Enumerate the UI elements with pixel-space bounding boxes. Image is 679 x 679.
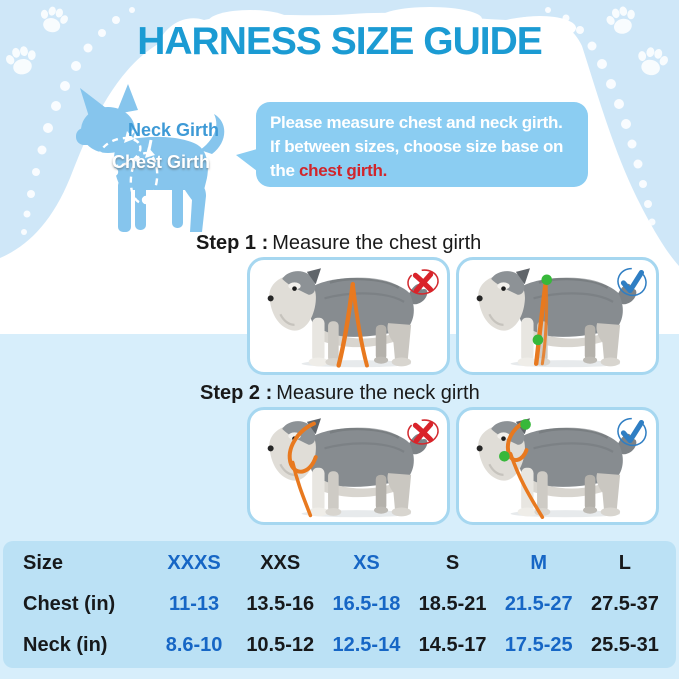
dog-photo-correct-chest-measurement (475, 266, 638, 369)
neck-value-m: 17.5-25 (504, 634, 573, 656)
step1-incorrect-example-card (247, 257, 450, 375)
size-table-header-xs: XS (353, 552, 380, 574)
chest-row-label: Chest (in) (23, 593, 116, 615)
dog-silhouette-illustration (76, 84, 225, 232)
size-table-header-m: M (530, 552, 548, 574)
neck-value-s: 14.5-17 (418, 634, 487, 656)
note-line-3: the chest girth. (270, 161, 388, 180)
step2-label: Step 2 : Measure the neck girth (200, 382, 480, 404)
size-table-header-size: Size (23, 552, 64, 574)
measurement-note-bubble: Please measure chest and neck girth. If … (236, 102, 588, 187)
note-line-1: Please measure chest and neck girth. (270, 113, 563, 132)
size-table-header-xxxs: XXXS (167, 552, 221, 574)
arrow-icon (124, 124, 155, 158)
chest-girth-highlight: chest girth. (299, 161, 388, 180)
neck-value-l: 25.5-31 (590, 634, 659, 656)
note-line-2: If between sizes, choose size base on (270, 137, 564, 156)
dog-photo-correct-neck-measurement (475, 416, 638, 519)
bubble-tail (236, 149, 257, 171)
page-title: HARNESS SIZE GUIDE (137, 20, 543, 63)
measuring-tape (533, 278, 549, 366)
chest-value-s: 18.5-21 (418, 593, 487, 615)
red-x-icon (406, 265, 440, 299)
dog-measurement-diagram (56, 84, 242, 236)
size-table-header-l: L (618, 552, 632, 574)
size-table-header-xxs: XXS (260, 552, 301, 574)
step2-correct-example-card (456, 407, 659, 525)
neck-value-xxs: 10.5-12 (246, 634, 315, 656)
chest-value-xxxs: 11-13 (169, 593, 220, 615)
neck-row-label: Neck (in) (23, 634, 108, 656)
step2-incorrect-example-card (247, 407, 450, 525)
chest-value-xxs: 13.5-16 (246, 593, 315, 615)
chest-girth-label: Chest Girth (112, 152, 211, 172)
size-table: Size XXXS XXS XS S M L Chest (in) 11-13 … (3, 541, 676, 668)
neck-value-xxxs: 8.6-10 (165, 634, 223, 656)
neck-girth-dashed-ellipse (98, 136, 142, 168)
size-table-header-s: S (445, 552, 460, 574)
dog-photo-incorrect-neck-measurement (266, 416, 429, 519)
measuring-tape (287, 421, 318, 518)
measure-point-dots (532, 274, 553, 346)
measuring-tape (336, 281, 369, 368)
step1-correct-example-card (456, 257, 659, 375)
chest-value-xs: 16.5-18 (332, 593, 401, 615)
dog-photo-incorrect-chest-measurement (266, 266, 429, 369)
chest-value-l: 27.5-37 (590, 593, 659, 615)
red-x-icon (406, 415, 440, 449)
blue-check-icon (615, 265, 649, 299)
measure-point-dots (499, 419, 531, 462)
blue-check-icon (615, 415, 649, 449)
step1-label: Step 1 : Measure the chest girth (196, 232, 482, 254)
neck-value-xs: 12.5-14 (332, 634, 401, 656)
chest-value-m: 21.5-27 (504, 593, 573, 615)
neck-girth-label: Neck Girth (128, 120, 220, 140)
